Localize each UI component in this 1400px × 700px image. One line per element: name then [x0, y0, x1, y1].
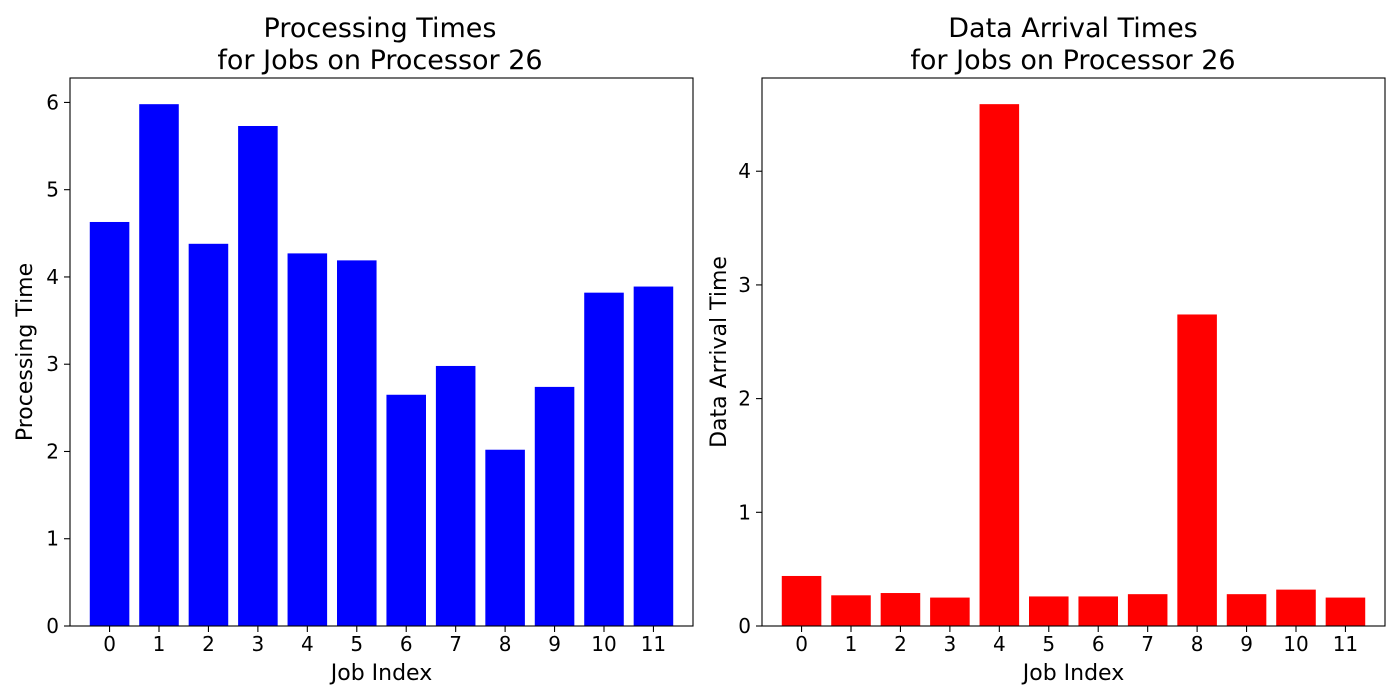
x-tick-label: 9	[1240, 632, 1253, 656]
x-tick-label: 2	[202, 632, 215, 656]
x-tick-label: 8	[499, 632, 512, 656]
bar-6	[386, 394, 426, 626]
bar-3	[930, 597, 970, 626]
x-axis-label: Job Index	[1021, 661, 1124, 686]
x-tick-label: 0	[103, 632, 116, 656]
y-tick-label: 1	[738, 500, 751, 524]
y-tick-label: 6	[46, 90, 59, 114]
y-axis-label: Data Arrival Time	[707, 256, 732, 448]
bar-9	[1226, 594, 1267, 626]
y-tick-label: 3	[46, 352, 59, 376]
y-tick-label: 2	[46, 439, 59, 463]
bar-10	[1276, 589, 1316, 626]
y-tick-label: 4	[738, 159, 751, 183]
y-tick-label: 3	[738, 273, 751, 297]
bar-2	[880, 593, 921, 626]
bar-1	[831, 595, 871, 626]
x-tick-label: 5	[1042, 632, 1055, 656]
x-tick-label: 5	[350, 632, 363, 656]
bar-1	[139, 104, 179, 626]
y-tick-label: 4	[46, 265, 59, 289]
x-tick-label: 3	[944, 632, 957, 656]
bar-5	[1029, 596, 1069, 626]
x-tick-label: 11	[1333, 632, 1358, 656]
x-tick-label: 4	[301, 632, 314, 656]
y-tick-label: 0	[738, 614, 751, 638]
bar-5	[337, 260, 377, 626]
x-tick-label: 0	[795, 632, 808, 656]
x-tick-label: 4	[993, 632, 1006, 656]
bar-4	[287, 253, 328, 626]
bar-2	[188, 243, 229, 626]
x-tick-label: 3	[252, 632, 265, 656]
plot-frame	[761, 77, 1386, 627]
bar-3	[238, 125, 278, 627]
bar-9	[534, 386, 575, 626]
x-tick-label: 10	[591, 632, 616, 656]
x-axis-label: Job Index	[329, 661, 432, 686]
x-tick-label: 11	[641, 632, 666, 656]
x-tick-label: 7	[449, 632, 462, 656]
x-tick-label: 1	[153, 632, 166, 656]
x-tick-label: 1	[845, 632, 858, 656]
bar-4	[979, 104, 1020, 627]
bar-8	[485, 449, 525, 626]
bar-11	[633, 286, 674, 626]
y-axis-label: Processing Time	[13, 263, 38, 441]
x-tick-label: 6	[1092, 632, 1105, 656]
bar-0	[781, 575, 822, 626]
data-arrival-times-chart: 0 1 2 3 4 5 6 7 8 9 10 11 0 1 2 3 4 Data Arrival Times for…	[707, 13, 1386, 686]
bar-6	[1078, 596, 1118, 626]
y-tick-label: 1	[46, 527, 59, 551]
chart-title: Processing Times for Jobs on Processor 26	[217, 13, 542, 76]
bar-11	[1325, 597, 1366, 626]
y-tick-label: 5	[46, 178, 59, 202]
chart-title: Data Arrival Times for Jobs on Processor …	[910, 13, 1235, 76]
bar-7	[435, 365, 476, 626]
bar-0	[89, 221, 130, 626]
bar-10	[584, 292, 624, 626]
bar-8	[1177, 314, 1217, 626]
x-tick-label: 2	[894, 632, 907, 656]
x-tick-label: 7	[1141, 632, 1154, 656]
x-tick-label: 6	[400, 632, 413, 656]
x-tick-label: 10	[1283, 632, 1308, 656]
x-tick-label: 9	[548, 632, 561, 656]
y-tick-label: 2	[738, 387, 751, 411]
bar-7	[1127, 594, 1168, 626]
y-tick-label: 0	[46, 614, 59, 638]
plot-frame	[69, 77, 694, 627]
x-tick-label: 8	[1191, 632, 1204, 656]
processing-times-chart: 0 1 2 3 4 5 6 7 8 9 10 11 0 1 2 3 4 5 6 Processing Times for…	[13, 13, 694, 686]
